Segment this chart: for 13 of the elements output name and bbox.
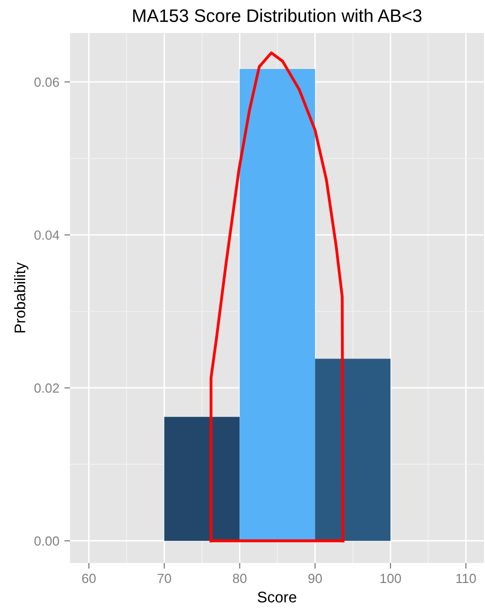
x-tick-label: 90	[308, 574, 322, 584]
y-tick-label: 0.06	[34, 78, 60, 87]
y-axis-title: Probability	[14, 262, 28, 332]
x-tick-label: 60	[82, 574, 96, 584]
x-axis-title: Score	[258, 592, 296, 602]
y-tick-label: 0.02	[34, 383, 59, 393]
y-tick-label: 0.04	[34, 230, 60, 240]
chart-title: MA153 Score Distribution with AB<3	[133, 8, 422, 22]
x-tick-label: 110	[456, 574, 476, 584]
x-tick-label: 70	[158, 574, 172, 584]
y-tick-label: 0.00	[34, 536, 60, 546]
x-tick-label: 100	[380, 574, 401, 584]
x-tick-label: 80	[232, 574, 246, 584]
